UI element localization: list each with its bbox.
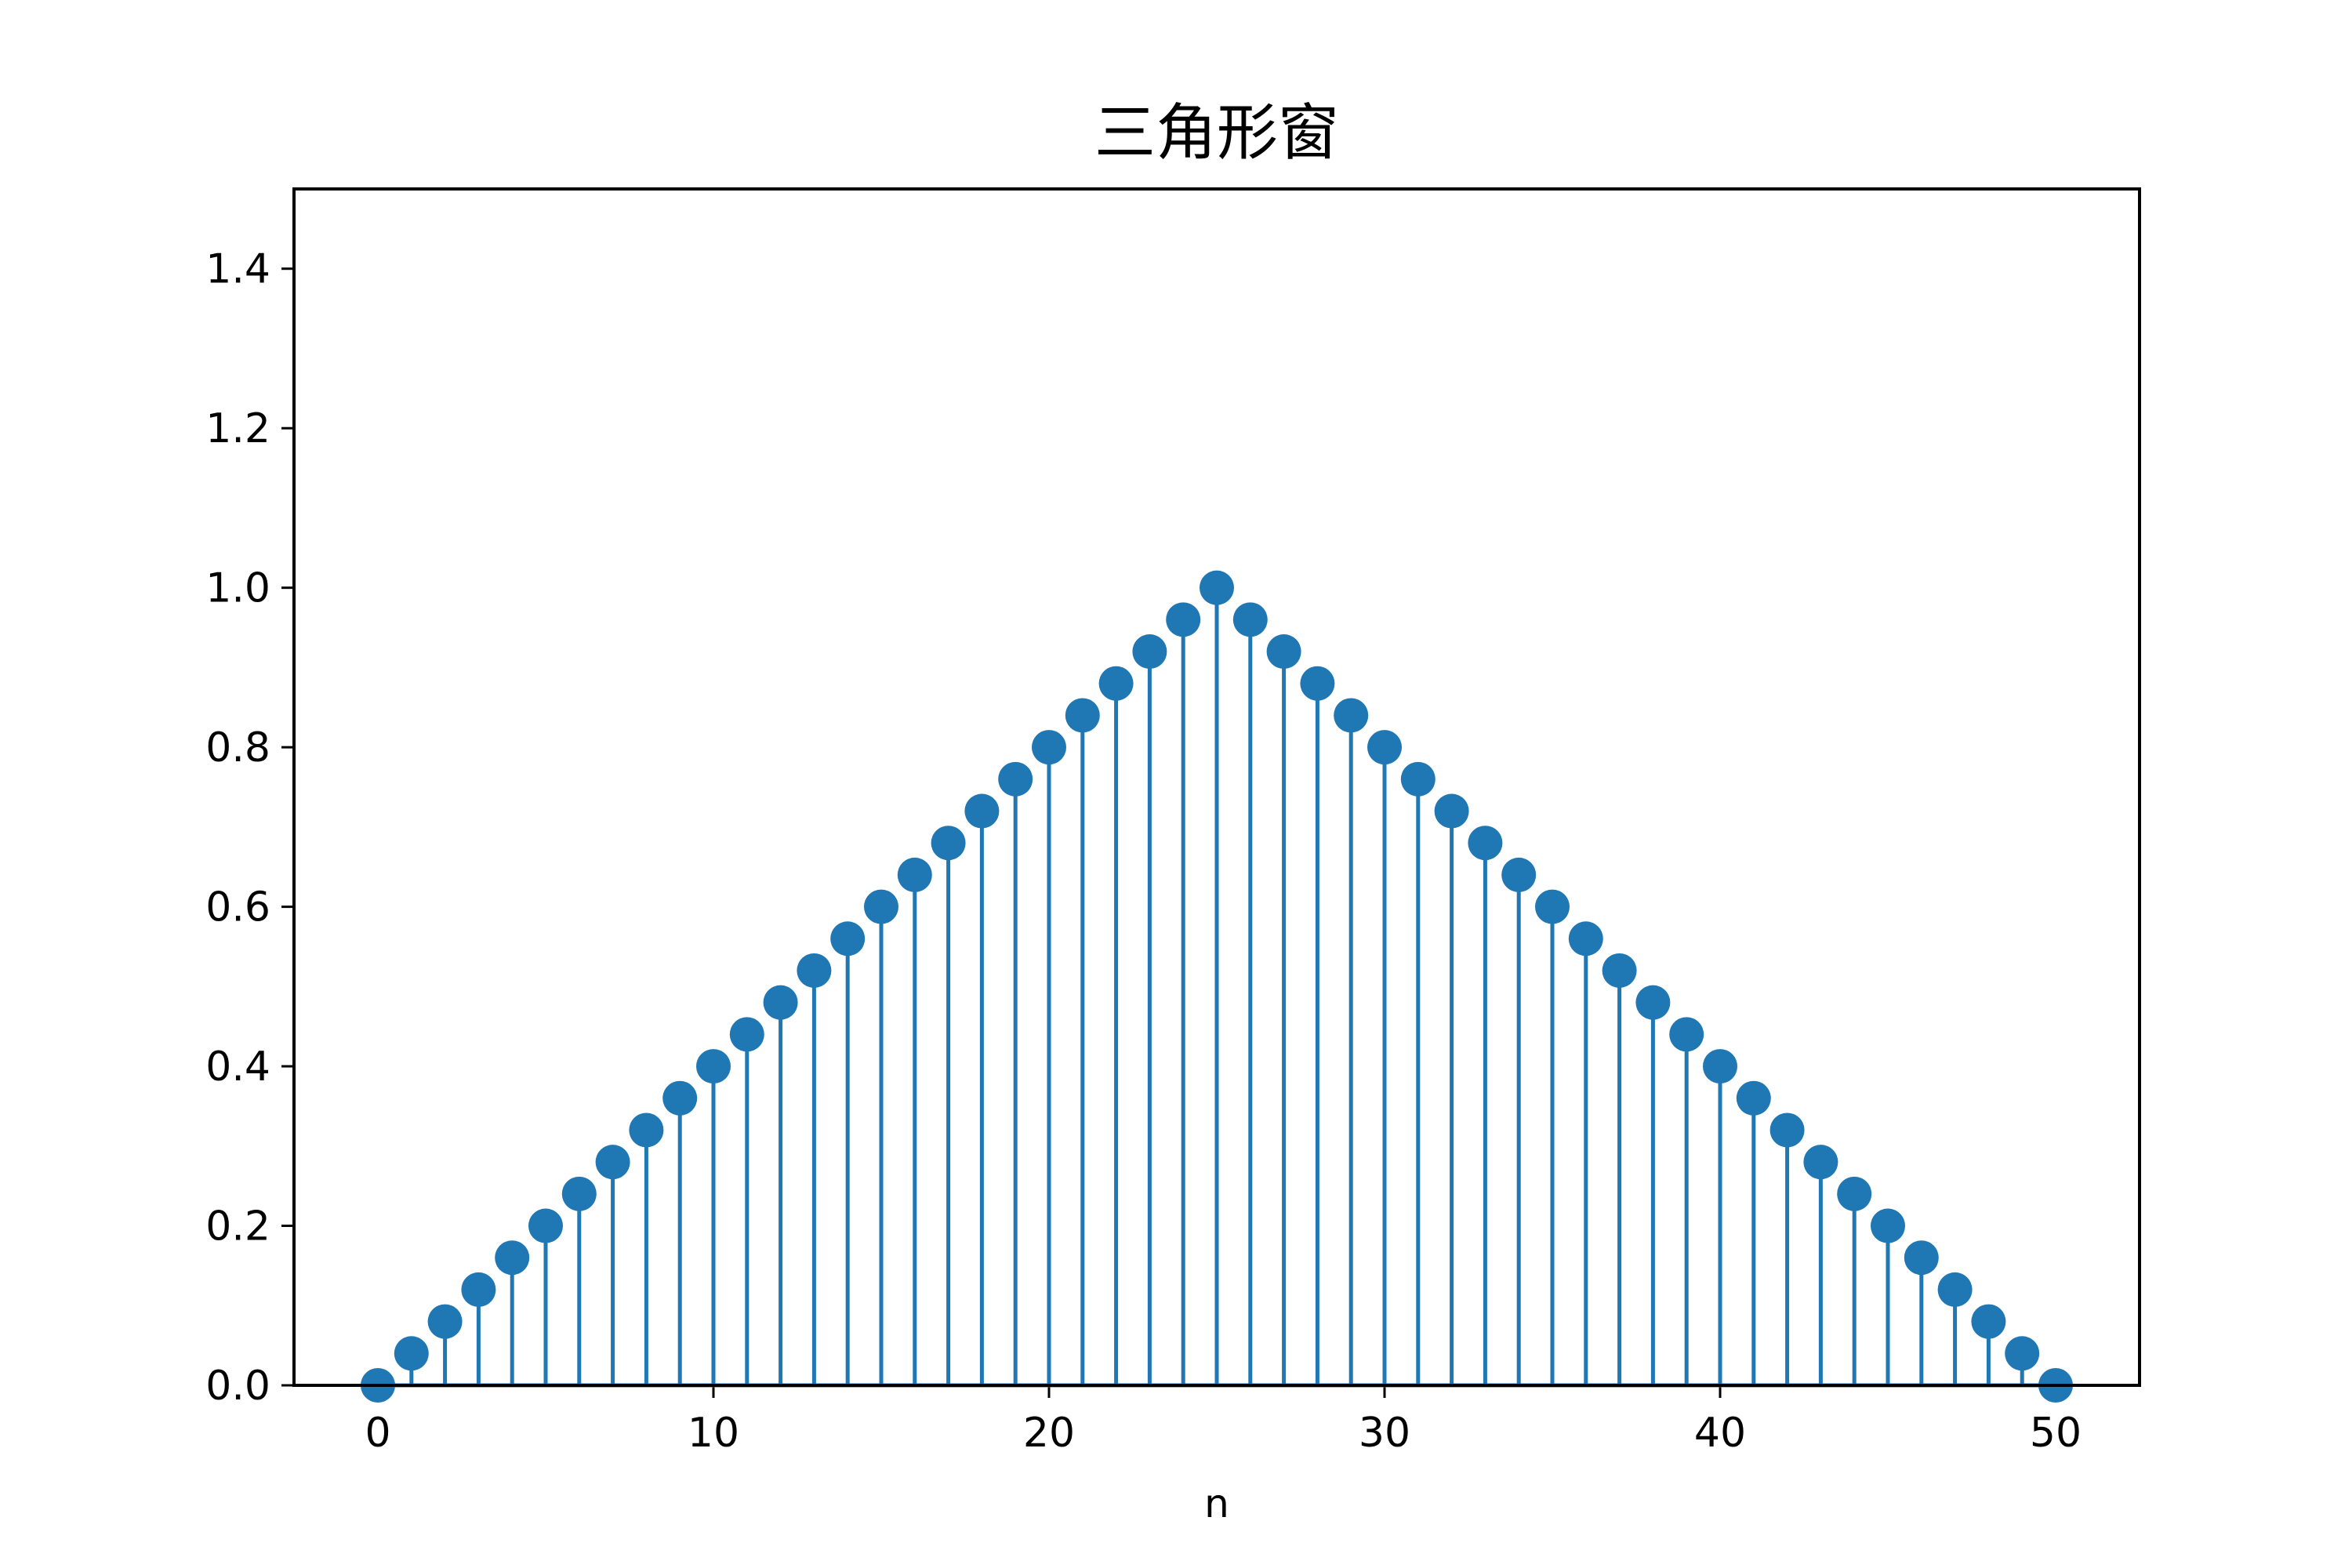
stem-marker — [1568, 921, 1603, 956]
y-tick-label: 1.0 — [205, 565, 270, 612]
y-tick-label: 0.0 — [205, 1363, 270, 1410]
stem-marker — [763, 985, 798, 1020]
stem-marker — [427, 1304, 463, 1339]
stem-marker — [495, 1240, 530, 1276]
stem-marker — [1837, 1176, 1872, 1211]
stem-marker — [1904, 1240, 1939, 1276]
stem-marker — [964, 793, 1000, 829]
stem-marker — [1602, 953, 1637, 988]
plot-frame — [292, 187, 2141, 1387]
stem-marker — [662, 1080, 698, 1116]
stem-marker — [1803, 1145, 1838, 1180]
stem-marker — [998, 761, 1033, 797]
stem-marker — [1032, 730, 1066, 765]
y-tick-label: 1.4 — [205, 246, 270, 293]
stem-marker — [1468, 826, 1503, 861]
stem-marker — [1300, 666, 1335, 701]
x-tick-label: 50 — [2030, 1410, 2082, 1457]
stem-marker — [797, 953, 832, 988]
stem-marker — [394, 1336, 429, 1371]
stem-marker — [931, 826, 966, 861]
stem-marker — [1200, 570, 1234, 605]
chart-title: 三角形窗 — [1094, 98, 1339, 169]
y-tick-label: 0.4 — [205, 1044, 270, 1091]
y-axis-ticks: 0.0 0.2 0.4 0.6 0.8 1.0 1.2 1.4 — [205, 246, 294, 1410]
x-tick-label: 20 — [1023, 1410, 1075, 1457]
x-tick-label: 0 — [365, 1410, 390, 1457]
stem-marker — [729, 1017, 764, 1052]
stem-marker — [1635, 985, 1671, 1020]
stem-lines — [409, 587, 2024, 1385]
stem-marker — [629, 1112, 664, 1148]
stem-marker — [1769, 1112, 1805, 1148]
x-tick-label: 30 — [1359, 1410, 1410, 1457]
stem-marker — [461, 1272, 496, 1307]
stem-marker — [1703, 1049, 1737, 1084]
y-tick-label: 1.2 — [205, 405, 270, 452]
x-axis-ticks: 0 10 20 30 40 50 — [365, 1385, 2082, 1457]
x-tick-label: 10 — [688, 1410, 739, 1457]
x-tick-label: 40 — [1694, 1410, 1746, 1457]
stem-marker — [864, 889, 898, 924]
stem-marker — [1367, 730, 1402, 765]
stem-marker — [2005, 1336, 2040, 1371]
stem-marker — [1232, 602, 1268, 637]
x-axis-label: n — [1204, 1481, 1229, 1526]
stem-marker — [1501, 857, 1537, 892]
stem-marker — [1434, 793, 1469, 829]
stem-marker — [1266, 634, 1301, 670]
stem-markers — [361, 570, 2073, 1403]
stem-marker — [1669, 1017, 1704, 1052]
stem-marker — [1535, 889, 1570, 924]
stem-marker — [1736, 1080, 1771, 1116]
stem-marker — [1166, 602, 1201, 637]
stem-marker — [595, 1145, 630, 1180]
y-tick-label: 0.6 — [205, 884, 270, 931]
stem-marker — [696, 1049, 731, 1084]
stem-marker — [1937, 1272, 1973, 1307]
stem-marker — [1098, 666, 1134, 701]
y-tick-label: 0.8 — [205, 724, 270, 771]
stem-marker — [561, 1176, 597, 1211]
stem-marker — [528, 1208, 563, 1243]
stem-marker — [1065, 698, 1100, 733]
stem-marker — [1871, 1208, 1905, 1243]
y-tick-label: 0.2 — [205, 1203, 270, 1250]
stem-marker — [1334, 698, 1369, 733]
stem-marker — [1971, 1304, 2006, 1339]
stem-marker — [1132, 634, 1167, 670]
stem-marker — [830, 921, 866, 956]
stem-marker — [1400, 761, 1436, 797]
stem-marker — [897, 857, 932, 892]
